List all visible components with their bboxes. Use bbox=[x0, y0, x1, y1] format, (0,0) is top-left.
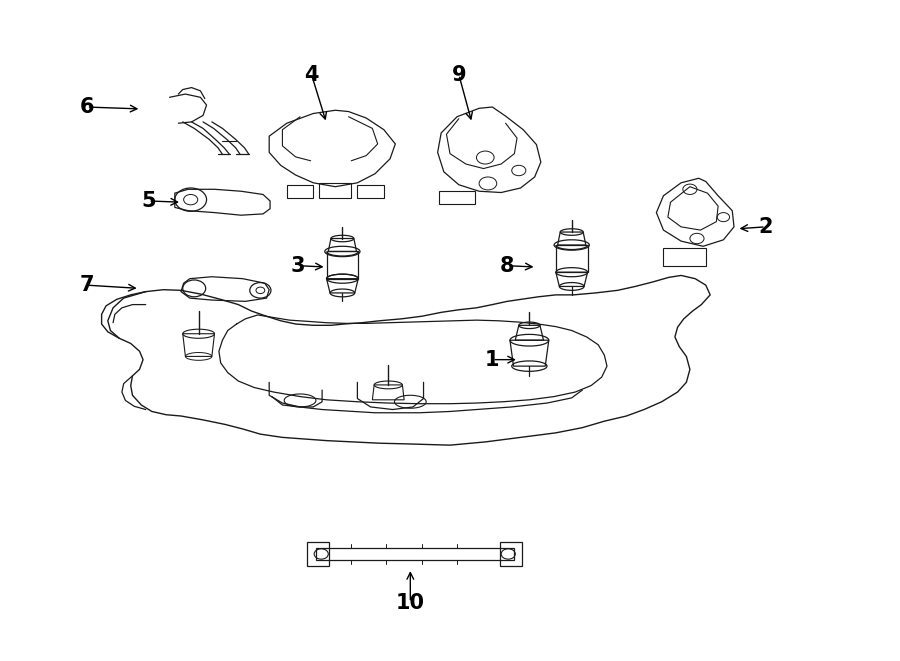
Text: 4: 4 bbox=[304, 65, 319, 85]
Text: 9: 9 bbox=[452, 65, 466, 85]
Text: 3: 3 bbox=[291, 256, 305, 276]
Text: 6: 6 bbox=[79, 97, 94, 117]
Text: 10: 10 bbox=[396, 592, 425, 613]
Text: 1: 1 bbox=[485, 350, 500, 369]
Text: 5: 5 bbox=[141, 191, 156, 211]
Text: 8: 8 bbox=[500, 256, 515, 276]
Text: 2: 2 bbox=[759, 217, 773, 237]
Text: 7: 7 bbox=[79, 275, 94, 295]
